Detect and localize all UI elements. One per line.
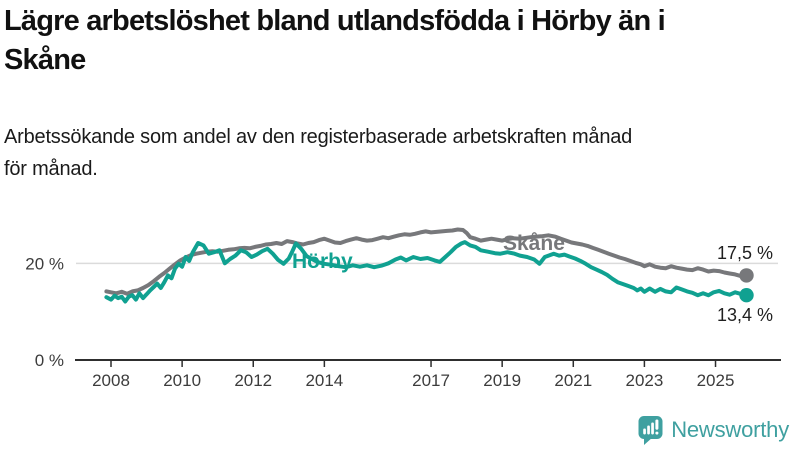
skane-end-value-label: 17,5 %: [717, 243, 773, 263]
x-tick-label-2023: 2023: [625, 371, 663, 390]
x-tick-label-2025: 2025: [697, 371, 735, 390]
horby-end-dot: [739, 288, 754, 303]
x-tick-label-2008: 2008: [92, 371, 130, 390]
newsworthy-logo-icon: [638, 415, 663, 445]
newsworthy-logo-text: Newsworthy: [671, 417, 789, 442]
chart-subtitle: Arbetssökande som andel av den registerb…: [4, 121, 796, 185]
x-tick-label-2017: 2017: [412, 371, 450, 390]
x-tick-label-2021: 2021: [554, 371, 592, 390]
y-tick-label-20: 20 %: [25, 254, 64, 273]
logo-bar-2: [647, 425, 651, 434]
skane-series-label: Skåne: [503, 232, 565, 255]
x-tick-label-2010: 2010: [163, 371, 201, 390]
horby-end-value-label: 13,4 %: [717, 305, 773, 325]
logo-exclamation-dot: [655, 431, 659, 434]
chart-subtitle-line1: Arbetssökande som andel av den registerb…: [4, 126, 633, 148]
chart-title-line2: Skåne: [4, 44, 86, 76]
logo-speech-tail: [644, 436, 654, 445]
newsworthy-logo[interactable]: Newsworthy: [638, 414, 789, 446]
x-tick-label-2012: 2012: [234, 371, 272, 390]
skane-line: [104, 227, 749, 296]
horby-series-label: Hörby: [292, 250, 353, 273]
chart-subtitle-line2: för månad.: [4, 158, 98, 180]
chart-header: Lägre arbetslöshet bland utlandsfödda i …: [4, 2, 796, 80]
chart-title-line1: Lägre arbetslöshet bland utlandsfödda i …: [4, 5, 666, 37]
logo-bar-1: [643, 428, 647, 434]
logo-exclamation-bar: [655, 419, 659, 430]
skane-end-dot: [739, 268, 754, 283]
y-tick-label-0: 0 %: [35, 351, 64, 370]
x-tick-label-2014: 2014: [305, 371, 343, 390]
x-tick-label-2019: 2019: [483, 371, 521, 390]
horby-line: [104, 240, 749, 304]
logo-bar-3: [651, 422, 655, 434]
